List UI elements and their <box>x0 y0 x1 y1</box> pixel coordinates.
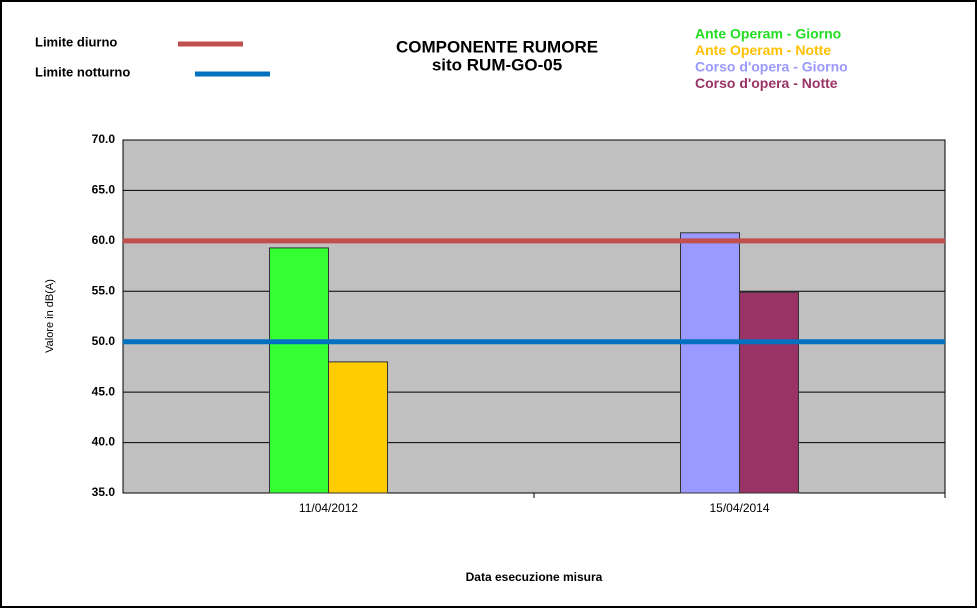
legend-label: Limite notturno <box>35 64 130 79</box>
y-axis-label: Valore in dB(A) <box>44 279 56 353</box>
chart-subtitle: sito RUM-GO-05 <box>432 55 562 74</box>
legend-label: Corso d'opera - Giorno <box>695 59 848 75</box>
bar <box>680 232 740 494</box>
legend-label: Limite diurno <box>35 34 117 49</box>
y-tick-label: 65.0 <box>92 183 116 197</box>
chart-title: COMPONENTE RUMORE <box>396 37 598 56</box>
y-tick-label: 35.0 <box>92 485 116 499</box>
y-tick-label: 45.0 <box>92 384 116 398</box>
y-tick-label: 55.0 <box>92 283 116 297</box>
bar <box>328 361 388 494</box>
x-tick-label: 11/04/2012 <box>299 501 358 515</box>
x-axis-label: Data esecuzione misura <box>466 570 603 584</box>
y-tick-label: 40.0 <box>92 435 116 449</box>
bar <box>269 247 329 494</box>
plot-area <box>122 139 946 494</box>
legend-label: Ante Operam - Giorno <box>695 26 841 42</box>
legend-label: Ante Operam - Notte <box>695 42 831 58</box>
y-tick-label: 70.0 <box>92 132 116 146</box>
bar <box>739 291 799 494</box>
y-tick-label: 60.0 <box>92 233 116 247</box>
x-tick-label: 15/04/2014 <box>709 501 769 515</box>
y-tick-label: 50.0 <box>92 334 116 348</box>
legend-label: Corso d'opera - Notte <box>695 75 838 91</box>
